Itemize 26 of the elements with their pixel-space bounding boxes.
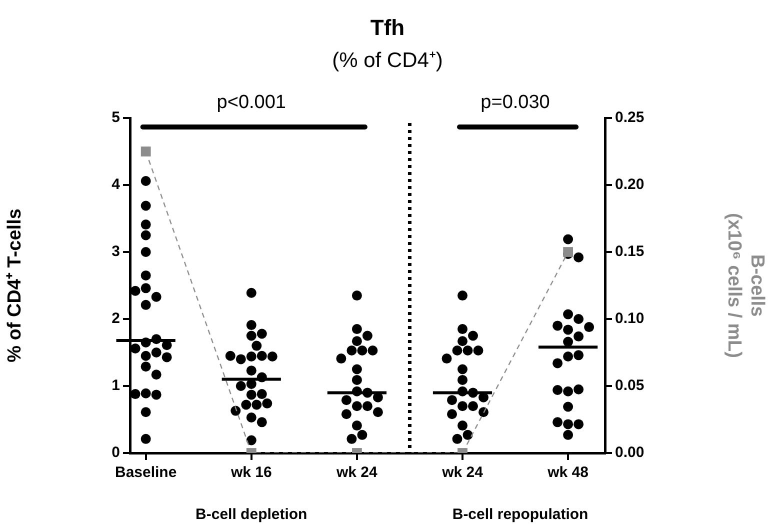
chart-title: Tfh <box>370 15 405 40</box>
y2-tick-label: 0.00 <box>615 444 644 462</box>
text: p=0.030 <box>480 92 550 113</box>
chart-subtitle: (% of CD4⁺) <box>332 49 443 72</box>
y-tick-label: 4 <box>112 176 121 194</box>
text: p<0.001 <box>216 92 286 113</box>
y2-axis-title: B-cells (x10⁶ cells / mL) <box>724 213 768 358</box>
y2-tick-label: 0.25 <box>615 109 644 126</box>
x-tick-label: wk 48 <box>546 464 588 482</box>
y-axis-title: % of CD4⁺ T-cells <box>4 208 26 362</box>
y2-tick-label: 0.05 <box>615 377 644 394</box>
y2-tick-label: 0.15 <box>615 243 644 260</box>
y-tick-label: 0 <box>112 444 120 462</box>
point <box>140 146 151 156</box>
y-tick-label: 5 <box>112 109 120 126</box>
text: B-cell repopulation <box>452 506 588 523</box>
y2-tick-label: 0.10 <box>615 310 644 328</box>
y-tick-label: 2 <box>112 310 120 328</box>
x-tick-label: wk 24 <box>441 464 484 482</box>
x-tick-label: Baseline <box>114 464 177 482</box>
x-tick-label: wk 24 <box>336 464 378 482</box>
text: B-cell depletion <box>196 506 308 523</box>
y-tick-label: 1 <box>112 377 120 394</box>
y2-tick-label: 0.20 <box>615 176 644 194</box>
x-tick-label: wk 16 <box>230 464 272 482</box>
y-tick-label: 3 <box>112 243 120 260</box>
